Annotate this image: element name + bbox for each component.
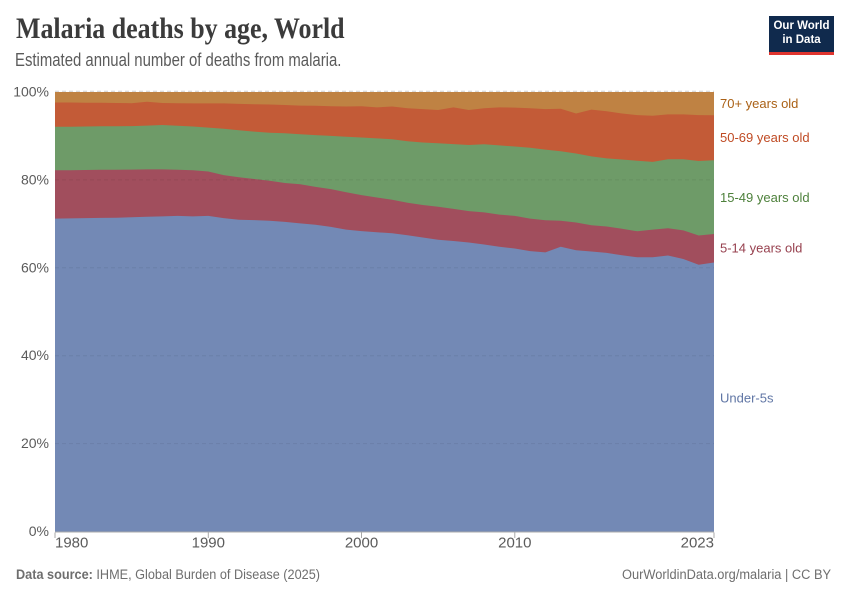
svg-text:100%: 100% <box>13 84 49 100</box>
svg-text:1980: 1980 <box>55 535 88 552</box>
svg-text:5-14 years old: 5-14 years old <box>720 241 802 256</box>
svg-text:2023: 2023 <box>681 535 714 552</box>
svg-text:2000: 2000 <box>345 535 378 552</box>
svg-text:1990: 1990 <box>192 535 225 552</box>
svg-text:2010: 2010 <box>498 535 531 552</box>
svg-text:20%: 20% <box>21 435 49 451</box>
svg-text:0%: 0% <box>29 523 49 539</box>
svg-text:Under-5s: Under-5s <box>720 391 774 406</box>
svg-text:15-49 years old: 15-49 years old <box>720 190 810 205</box>
svg-text:80%: 80% <box>21 171 49 187</box>
svg-text:60%: 60% <box>21 259 49 275</box>
svg-text:70+ years old: 70+ years old <box>720 96 798 111</box>
svg-text:50-69 years old: 50-69 years old <box>720 130 810 145</box>
svg-text:40%: 40% <box>21 347 49 363</box>
